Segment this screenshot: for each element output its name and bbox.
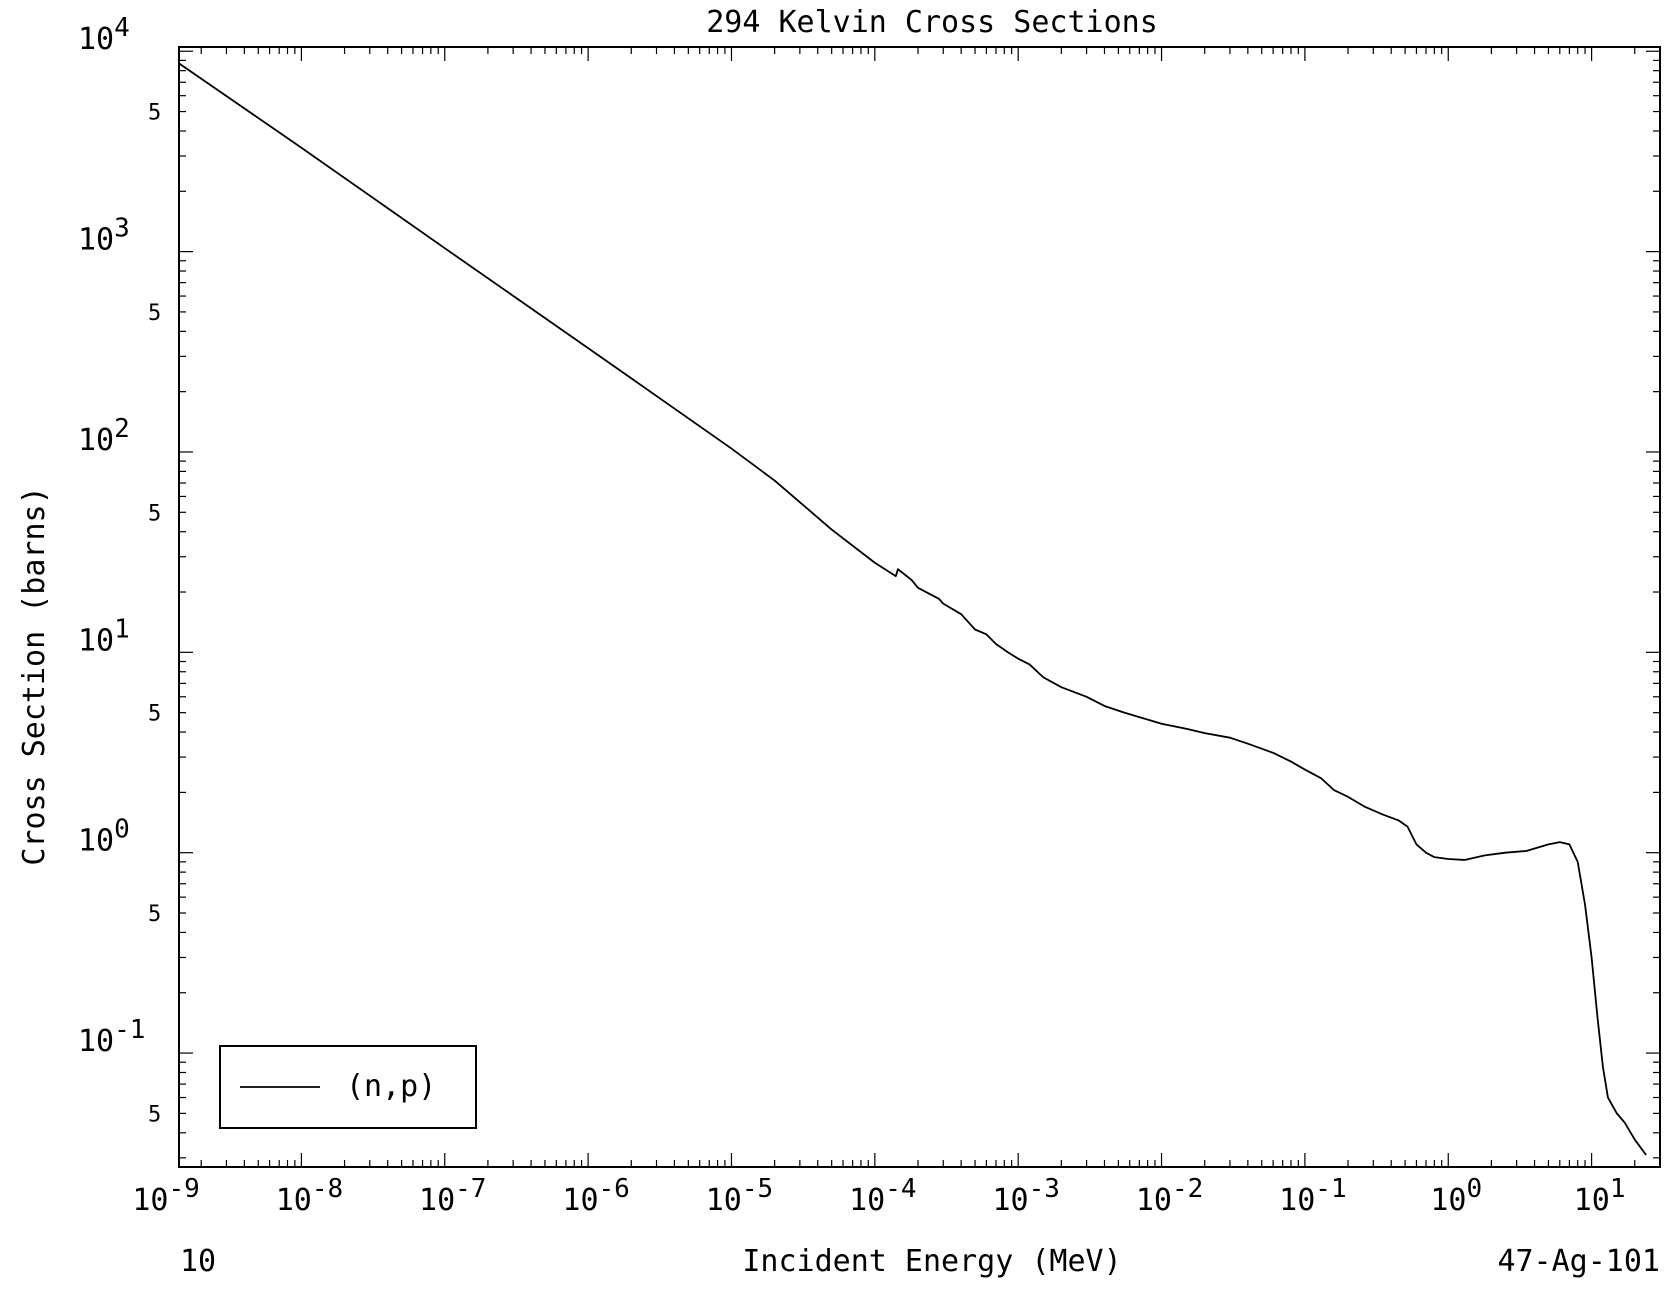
x-axis-label: Incident Energy (MeV) [742,1244,1121,1279]
y-minor-tick-label: 5 [148,902,161,927]
plot-frame [178,46,1661,1168]
x-tick-label: 10-7 [419,1174,486,1218]
legend: (n,p) [219,1045,477,1129]
x-tick-label: 100 [1430,1174,1482,1218]
y-tick-label: 101 [78,614,130,658]
x-tick-label: 10-8 [276,1174,343,1218]
y-axis-label: Cross Section (barns) [17,486,52,865]
x-tick-label: 10-9 [132,1174,199,1218]
x-tick-label: 10-3 [992,1174,1059,1218]
y-minor-tick-label: 5 [148,1102,161,1127]
y-minor-tick-label: 5 [148,101,161,126]
y-minor-tick-label: 5 [148,301,161,326]
bottom-left-annotation: 10 [180,1244,216,1279]
x-tick-label: 10-5 [706,1174,773,1218]
y-tick-label: 102 [78,414,130,458]
series-line-np [178,62,1647,1156]
x-tick-label: 101 [1574,1174,1626,1218]
y-tick-label: 100 [78,815,130,859]
y-tick-label: 104 [78,13,130,57]
y-tick-label: 103 [78,214,130,258]
chart-title: 294 Kelvin Cross Sections [706,5,1158,40]
bottom-right-annotation: 47-Ag-101 [1497,1244,1660,1279]
axis-ticks [179,47,1661,1167]
tick-labels: 10-9 10-8 10-7 10-6 10-5 10-4 10-3 10-2 10-1 100 1… [78,13,1625,1218]
y-minor-tick-label: 5 [148,501,161,526]
y-minor-tick-label: 5 [148,702,161,727]
x-tick-label: 10-4 [849,1174,916,1218]
x-tick-label: 10-1 [1279,1174,1346,1218]
legend-label-np: (n,p) [346,1069,436,1104]
x-tick-label: 10-2 [1136,1174,1203,1218]
y-tick-label: 10-1 [78,1015,145,1059]
x-tick-label: 10-6 [562,1174,629,1218]
